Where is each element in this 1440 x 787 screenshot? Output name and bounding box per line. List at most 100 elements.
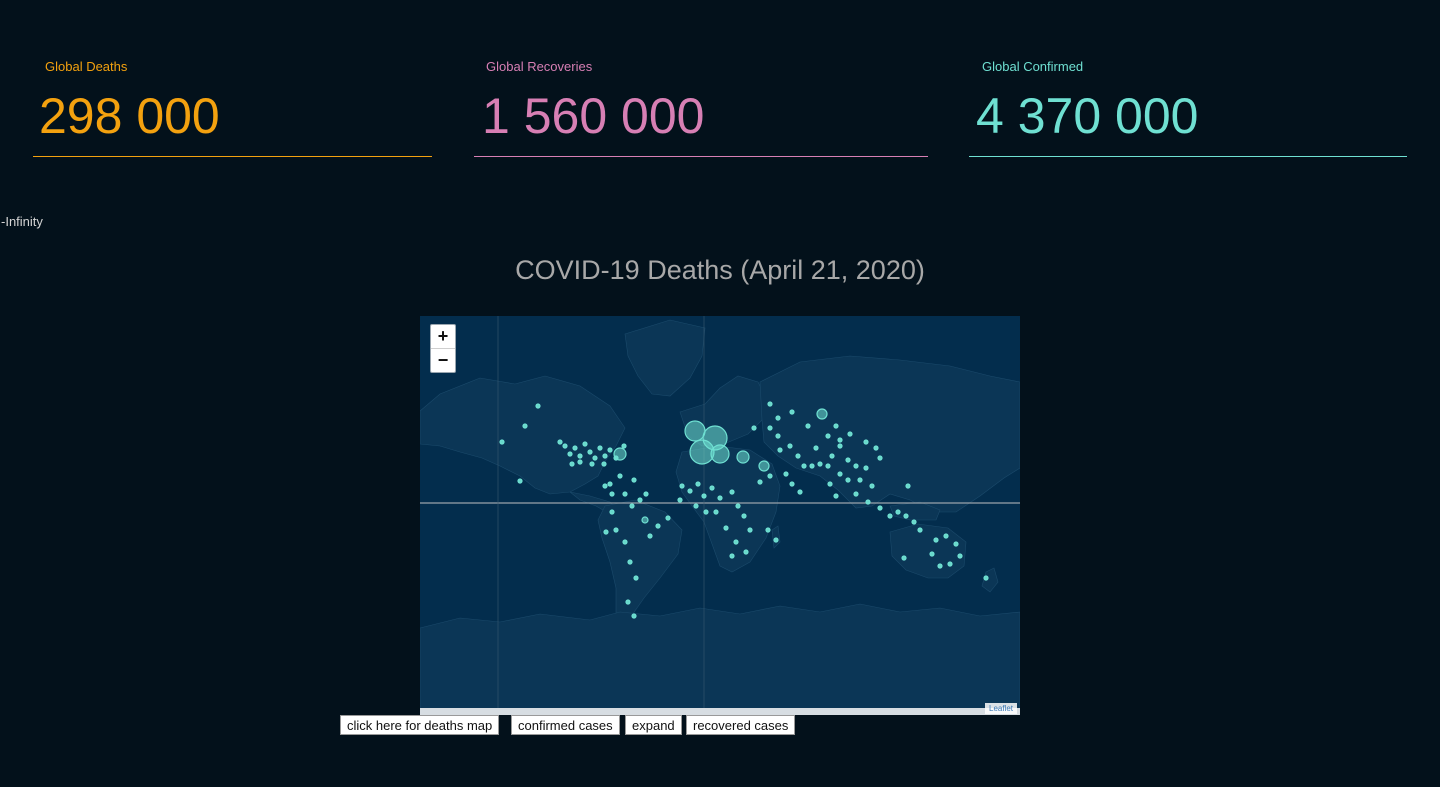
case-marker[interactable] (917, 527, 923, 533)
case-marker[interactable] (647, 533, 653, 539)
case-marker[interactable] (767, 473, 773, 479)
zoom-in-button[interactable]: + (437, 326, 449, 346)
case-marker[interactable] (602, 453, 608, 459)
case-marker[interactable] (775, 415, 781, 421)
case-marker[interactable] (837, 443, 843, 449)
case-marker[interactable] (845, 477, 851, 483)
case-marker[interactable] (577, 459, 583, 465)
case-marker[interactable] (816, 408, 828, 420)
case-marker[interactable] (613, 527, 619, 533)
case-marker[interactable] (603, 529, 609, 535)
case-marker[interactable] (741, 513, 747, 519)
case-marker[interactable] (911, 519, 917, 525)
case-marker[interactable] (637, 497, 643, 503)
case-marker[interactable] (633, 575, 639, 581)
case-marker[interactable] (801, 463, 807, 469)
case-marker[interactable] (953, 541, 959, 547)
case-marker[interactable] (729, 553, 735, 559)
case-marker[interactable] (597, 445, 603, 451)
case-marker[interactable] (665, 515, 671, 521)
case-marker[interactable] (713, 509, 719, 515)
case-marker[interactable] (829, 453, 835, 459)
case-marker[interactable] (895, 509, 901, 515)
case-marker[interactable] (947, 561, 953, 567)
case-marker[interactable] (905, 483, 911, 489)
case-marker[interactable] (869, 483, 875, 489)
case-marker[interactable] (695, 481, 701, 487)
world-map[interactable] (420, 316, 1020, 715)
case-marker[interactable] (943, 533, 949, 539)
case-marker[interactable] (825, 433, 831, 439)
case-marker[interactable] (641, 516, 649, 524)
case-marker[interactable] (613, 447, 627, 461)
case-marker[interactable] (693, 503, 699, 509)
case-marker[interactable] (589, 461, 595, 467)
case-marker[interactable] (837, 471, 843, 477)
case-marker[interactable] (817, 461, 823, 467)
case-marker[interactable] (703, 509, 709, 515)
case-marker[interactable] (607, 447, 613, 453)
case-marker[interactable] (733, 539, 739, 545)
case-marker[interactable] (643, 491, 649, 497)
case-marker[interactable] (903, 513, 909, 519)
case-marker[interactable] (877, 455, 883, 461)
deaths-map-button[interactable]: click here for deaths map (340, 715, 500, 735)
case-marker[interactable] (687, 488, 693, 494)
expand-button[interactable]: expand (625, 715, 682, 735)
case-marker[interactable] (863, 465, 869, 471)
case-marker[interactable] (863, 439, 869, 445)
case-marker[interactable] (747, 527, 753, 533)
case-marker[interactable] (602, 483, 608, 489)
case-marker[interactable] (522, 423, 528, 429)
case-marker[interactable] (625, 599, 631, 605)
case-marker[interactable] (592, 455, 598, 461)
case-marker[interactable] (617, 473, 623, 479)
case-marker[interactable] (607, 481, 613, 487)
case-marker[interactable] (767, 401, 773, 407)
zoom-out-button[interactable]: − (431, 348, 455, 372)
case-marker[interactable] (679, 483, 685, 489)
case-marker[interactable] (789, 409, 795, 415)
case-marker[interactable] (805, 423, 811, 429)
case-marker[interactable] (773, 537, 779, 543)
case-marker[interactable] (622, 491, 628, 497)
case-marker[interactable] (621, 443, 627, 449)
case-marker[interactable] (577, 453, 583, 459)
case-marker[interactable] (627, 559, 633, 565)
case-marker[interactable] (865, 499, 871, 505)
case-marker[interactable] (736, 450, 750, 464)
case-marker[interactable] (857, 477, 863, 483)
case-marker[interactable] (677, 497, 683, 503)
case-marker[interactable] (689, 439, 715, 465)
case-marker[interactable] (957, 553, 963, 559)
case-marker[interactable] (845, 457, 851, 463)
case-marker[interactable] (809, 463, 815, 469)
case-marker[interactable] (825, 463, 831, 469)
case-marker[interactable] (757, 479, 763, 485)
case-marker[interactable] (567, 451, 573, 457)
case-marker[interactable] (609, 491, 615, 497)
case-marker[interactable] (929, 551, 935, 557)
case-marker[interactable] (631, 613, 637, 619)
case-marker[interactable] (833, 493, 839, 499)
case-marker[interactable] (789, 481, 795, 487)
case-marker[interactable] (517, 478, 523, 484)
case-marker[interactable] (701, 493, 707, 499)
case-marker[interactable] (743, 549, 749, 555)
case-marker[interactable] (873, 445, 879, 451)
case-marker[interactable] (629, 503, 635, 509)
case-marker[interactable] (765, 527, 771, 533)
case-marker[interactable] (622, 539, 628, 545)
case-marker[interactable] (631, 477, 637, 483)
case-marker[interactable] (735, 503, 741, 509)
case-marker[interactable] (729, 489, 735, 495)
case-marker[interactable] (717, 495, 723, 501)
case-marker[interactable] (758, 460, 770, 472)
case-marker[interactable] (933, 537, 939, 543)
leaflet-attribution-link[interactable]: Leaflet (985, 703, 1018, 714)
case-marker[interactable] (813, 445, 819, 451)
case-marker[interactable] (562, 443, 568, 449)
case-marker[interactable] (853, 463, 859, 469)
case-marker[interactable] (572, 445, 578, 451)
case-marker[interactable] (751, 425, 757, 431)
